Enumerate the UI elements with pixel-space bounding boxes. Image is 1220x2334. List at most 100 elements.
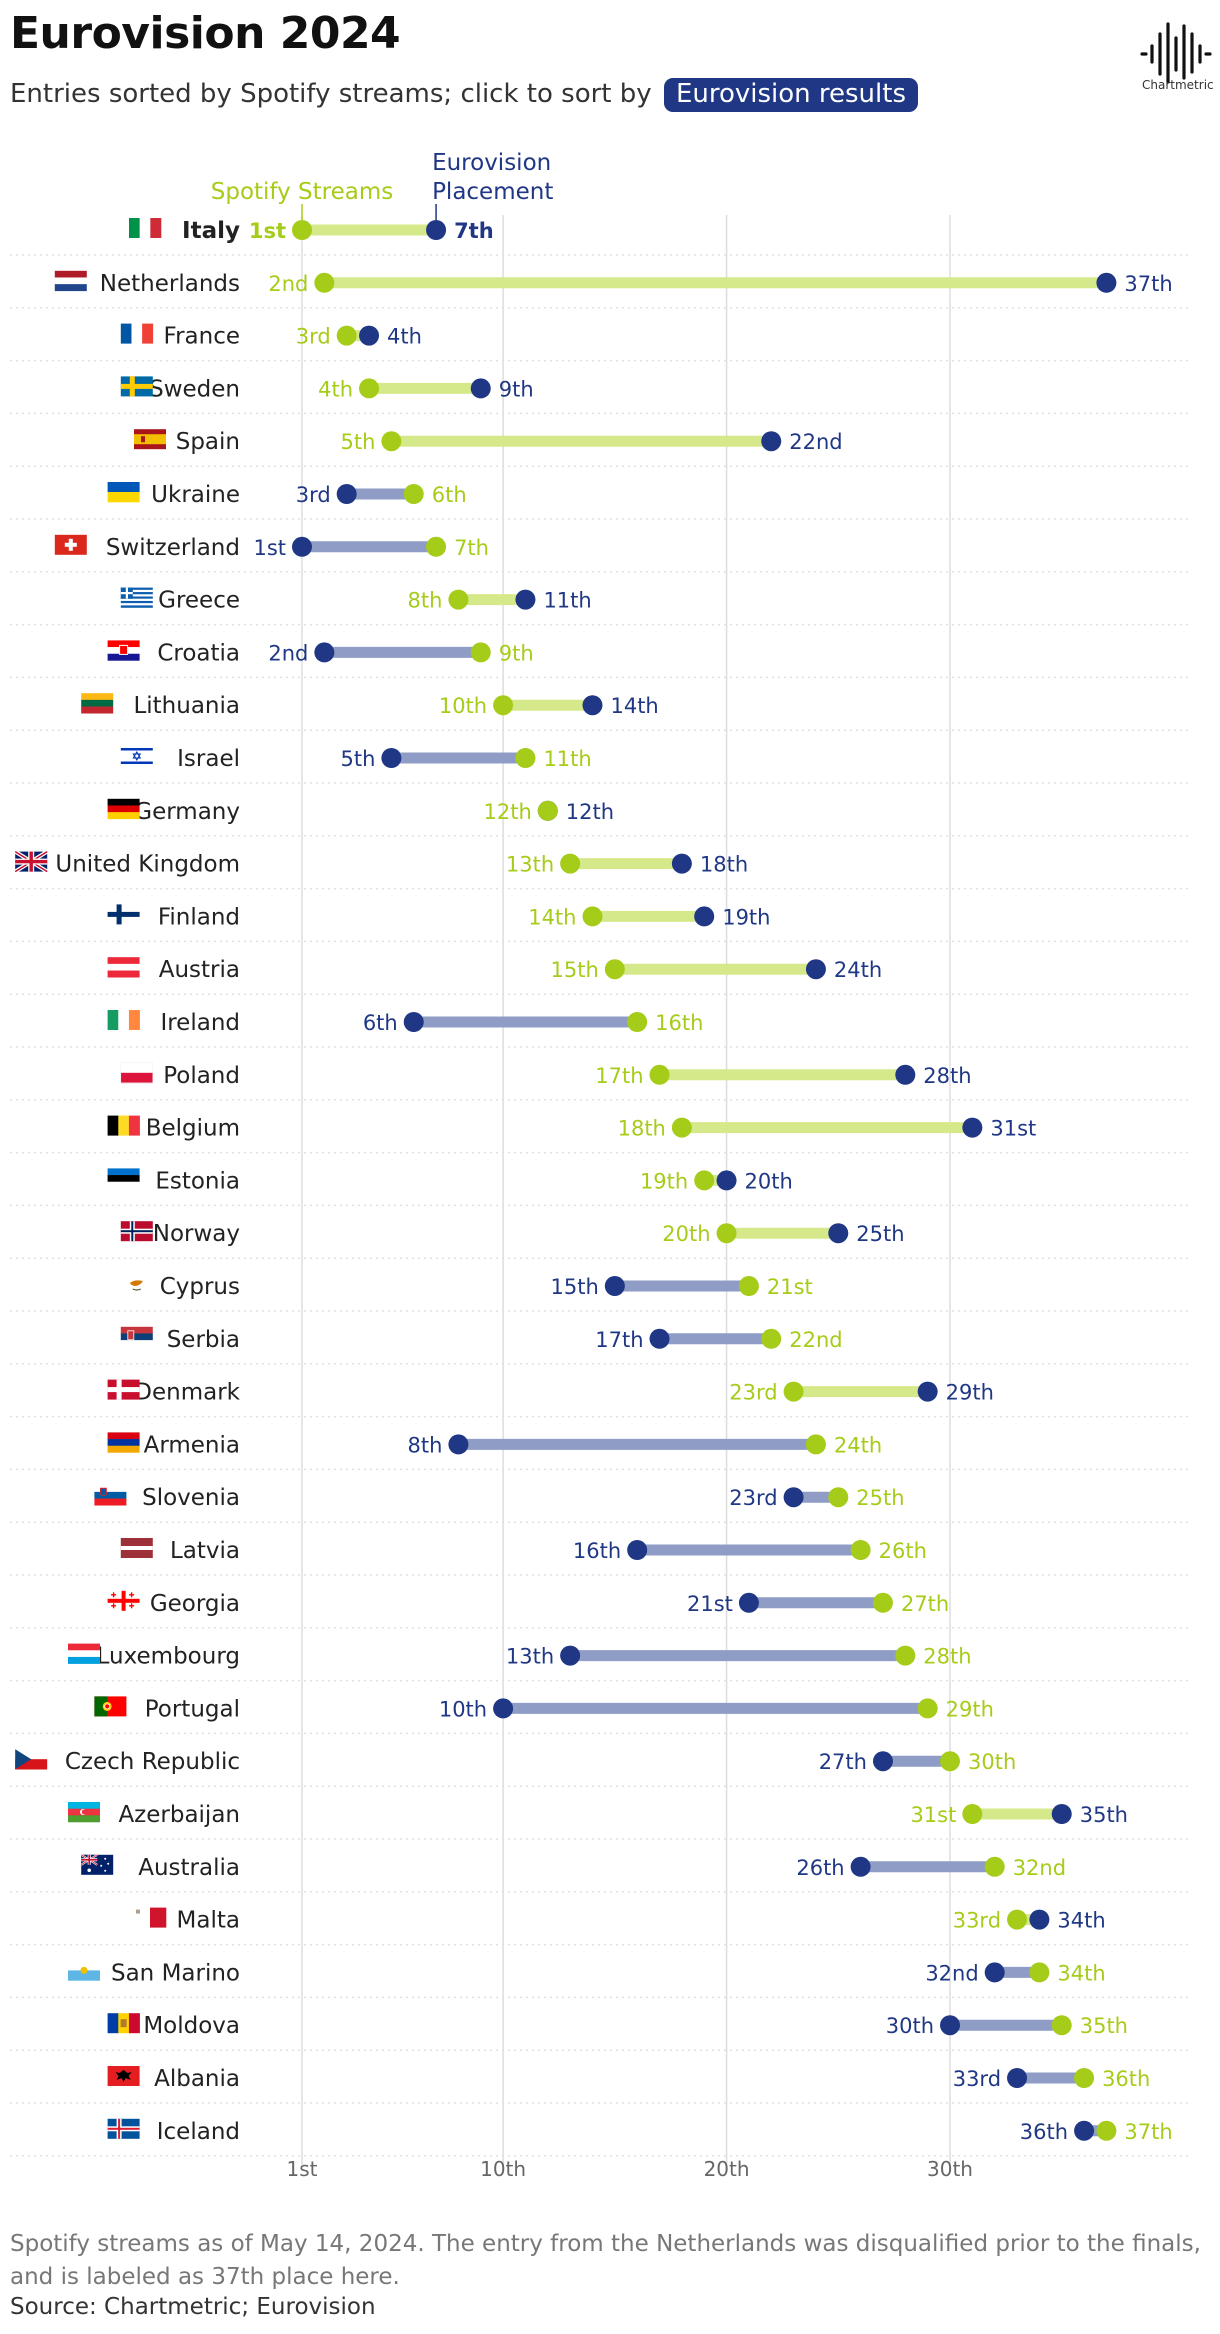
spotify-dot [314,272,335,293]
spotify-dot [649,1064,670,1085]
country-label: Denmark [134,1380,240,1406]
source-note: Source: Chartmetric; Eurovision [10,2294,376,2320]
flag-icon-no [120,1221,153,1242]
country-label: Estonia [155,1168,240,1194]
spotify-rank-label: 13th [506,853,554,877]
eurovision-dot [1051,1804,1072,1824]
spotify-dot [582,906,603,927]
eurovision-dot [738,1592,759,1613]
country-label: Italy [182,218,240,244]
spotify-dot [962,1804,983,1824]
country-label: Norway [153,1221,240,1247]
flag-icon-ee [107,1168,140,1189]
country-label: Serbia [167,1327,240,1353]
eurovision-dot [805,959,826,980]
spotify-rank-label: 14th [528,905,576,929]
spotify-rank-label: 26th [879,1539,927,1563]
eurovision-rank-label: 19th [722,905,770,929]
country-label: San Marino [111,1960,240,1986]
flag-icon-gr [120,587,153,608]
eurovision-dot [1096,272,1117,293]
flag-icon-gb [14,849,49,874]
eurovision-rank-label: 2nd [268,641,308,665]
spotify-rank-label: 5th [340,430,375,454]
flag-icon-is [107,2118,140,2139]
spotify-rank-label: 27th [901,1592,949,1616]
country-label: United Kingdom [55,852,240,878]
eurovision-dot [671,853,692,874]
spotify-rank-label: 23rd [729,1381,777,1405]
eurovision-dot [783,1487,804,1508]
eurovision-dot [1007,2068,1028,2088]
spotify-rank-label: 33rd [953,1909,1001,1933]
eurovision-dot [649,1328,670,1349]
eurovision-rank-label: 4th [387,325,422,349]
spotify-rank-label: 16th [655,1011,703,1035]
spotify-rank-label: 1st [249,219,286,243]
logo-text: Chartmetric [1142,78,1214,92]
spotify-rank-label: 36th [1102,2067,1150,2091]
spotify-dot [604,959,625,980]
spotify-dot [515,748,536,768]
eurovision-rank-label: 33rd [953,2067,1001,2091]
spotify-rank-label: 15th [551,958,599,982]
eurovision-dot [984,1962,1005,1983]
spotify-rank-label: 11th [543,747,591,771]
spotify-rank-label: 34th [1057,1961,1105,1985]
flag-icon-es [134,429,166,450]
country-label: Ukraine [151,482,240,508]
sort-by-eurovision-button[interactable]: Eurovision results [663,78,919,112]
eurovision-rank-label: 37th [1124,272,1172,296]
spotify-dot [403,484,424,504]
eurovision-dot [426,220,447,240]
eurovision-rank-label: 25th [856,1222,904,1246]
flag-icon-cy [120,1274,153,1294]
eurovision-rank-label: 16th [573,1539,621,1563]
flag-icon-hr [107,640,140,661]
spotify-dot [359,378,380,399]
flag-icon-ge [107,1590,140,1611]
spotify-rank-label: 10th [439,694,487,718]
spotify-rank-label: 2nd [268,272,308,296]
eurovision-dot [828,1223,849,1244]
spotify-dot [761,1328,782,1349]
spotify-dot [1007,1909,1028,1930]
flag-icon-ua [107,482,140,503]
country-label: Australia [138,1855,240,1881]
footnote: Spotify streams as of May 14, 2024. The … [10,2231,1201,2290]
eurovision-dot [940,2015,960,2036]
flag-icon-sm [68,1960,100,1981]
spotify-dot [1096,2120,1117,2141]
spotify-dot [895,1645,916,1666]
eurovision-rank-label: 35th [1080,1803,1128,1827]
spotify-dot [560,853,581,874]
spotify-rank-label: 9th [499,641,534,665]
eurovision-rank-label: 11th [543,589,591,613]
spotify-rank-label: 20th [662,1222,710,1246]
country-label: Moldova [143,2013,240,2039]
chartmetric-logo-icon [1140,22,1212,84]
spotify-dot [292,220,312,240]
country-label: Croatia [157,640,240,666]
eurovision-rank-label: 14th [610,694,658,718]
spotify-rank-label: 29th [946,1697,994,1721]
legend-eurovision: Eurovision [432,150,551,176]
spotify-rank-label: 30th [968,1750,1016,1774]
x-tick-label: 1st [287,2157,318,2181]
eurovision-dot [448,1434,469,1455]
spotify-rank-label: 12th [484,800,532,824]
country-label: Azerbaijan [118,1802,240,1828]
flag-icon-fr [120,323,154,344]
country-label: Armenia [144,1432,240,1458]
x-tick-label: 20th [704,2157,750,2181]
eurovision-dot [470,378,491,399]
country-label: Israel [177,746,240,772]
country-label: Malta [177,1908,240,1934]
eurovision-dot [582,695,603,716]
eurovision-rank-label: 15th [551,1275,599,1299]
legend-spotify: Spotify Streams [211,179,394,205]
eurovision-rank-label: 13th [506,1645,554,1669]
x-tick-label: 10th [480,2157,526,2181]
eurovision-rank-label: 28th [923,1064,971,1088]
country-label: Switzerland [106,535,240,561]
